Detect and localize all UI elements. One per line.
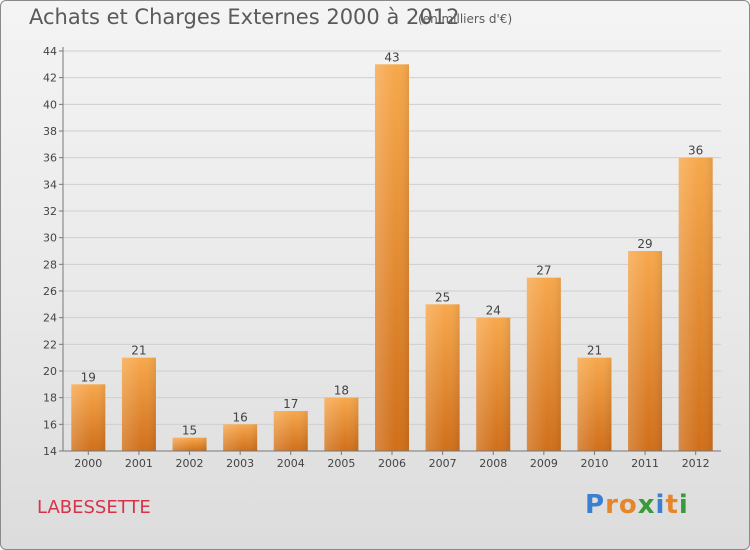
data-label: 25 xyxy=(435,290,450,304)
data-label: 29 xyxy=(637,237,652,251)
x-tick-label: 2002 xyxy=(176,457,204,470)
bar-shine xyxy=(425,304,460,451)
commune-name: LABESSETTE xyxy=(37,497,151,518)
y-tick-label: 16 xyxy=(43,418,57,431)
chart-title: Achats et Charges Externes 2000 à 2012 xyxy=(29,5,460,29)
y-tick-label: 28 xyxy=(43,258,57,271)
data-label: 19 xyxy=(81,370,96,384)
y-tick-label: 40 xyxy=(43,98,57,111)
data-label: 18 xyxy=(334,384,349,398)
x-tick-label: 2011 xyxy=(631,457,659,470)
bar-shine xyxy=(678,157,713,451)
logo-letter: r xyxy=(605,490,619,520)
bar-shine xyxy=(172,437,207,451)
bar-shine xyxy=(476,317,511,451)
x-tick-label: 2006 xyxy=(378,457,406,470)
bar-shine xyxy=(526,277,561,451)
y-tick-label: 42 xyxy=(43,72,57,85)
x-tick-label: 2001 xyxy=(125,457,153,470)
labels: 14 16 18 20 22 24 26 28 30 32 34 36 38 40 42 44 19 2000 21… xyxy=(43,45,710,470)
data-label: 36 xyxy=(688,144,703,158)
bar-shine xyxy=(375,64,409,452)
logo-letter: t xyxy=(665,490,679,520)
bar-shine xyxy=(577,357,612,451)
data-label: 16 xyxy=(233,410,248,424)
logo-letter: i xyxy=(678,490,689,520)
y-tick-label: 30 xyxy=(43,232,57,245)
proxiti-logo[interactable]: Proxiti xyxy=(585,490,689,520)
y-tick-label: 36 xyxy=(43,152,57,165)
y-tick-label: 34 xyxy=(43,178,57,191)
x-tick-label: 2003 xyxy=(226,457,254,470)
data-label: 21 xyxy=(587,344,602,358)
bar-shine xyxy=(223,424,258,451)
y-tick-label: 22 xyxy=(43,338,57,351)
bar-shine xyxy=(71,384,106,451)
bar-shine xyxy=(324,397,359,451)
data-label: 27 xyxy=(536,264,551,278)
logo-letter: P xyxy=(585,490,606,520)
x-tick-label: 2005 xyxy=(327,457,355,470)
y-tick-label: 44 xyxy=(43,45,57,58)
x-tick-label: 2009 xyxy=(530,457,558,470)
y-tick-label: 20 xyxy=(43,365,57,378)
data-label: 17 xyxy=(283,397,298,411)
axes xyxy=(59,47,721,455)
data-label: 21 xyxy=(131,344,146,358)
logo-letter: i xyxy=(655,490,666,520)
y-tick-label: 14 xyxy=(43,445,57,458)
x-tick-label: 2007 xyxy=(429,457,457,470)
y-tick-label: 24 xyxy=(43,312,57,325)
y-tick-label: 38 xyxy=(43,125,57,138)
y-tick-label: 26 xyxy=(43,285,57,298)
bar-shine xyxy=(121,357,156,451)
x-tick-label: 2008 xyxy=(479,457,507,470)
chart-subtitle: (en milliers d'€) xyxy=(418,12,513,26)
bar-shine xyxy=(628,251,663,451)
x-tick-label: 2012 xyxy=(682,457,710,470)
bar-shine xyxy=(273,411,308,451)
x-tick-label: 2010 xyxy=(580,457,608,470)
logo-letter: x xyxy=(637,490,656,520)
bars xyxy=(71,64,713,452)
data-label: 15 xyxy=(182,424,197,438)
y-tick-label: 32 xyxy=(43,205,57,218)
data-label: 43 xyxy=(384,50,399,64)
y-tick-label: 18 xyxy=(43,392,57,405)
x-tick-label: 2000 xyxy=(74,457,102,470)
x-tick-label: 2004 xyxy=(277,457,305,470)
data-label: 24 xyxy=(486,304,501,318)
logo-letter: o xyxy=(618,490,638,520)
